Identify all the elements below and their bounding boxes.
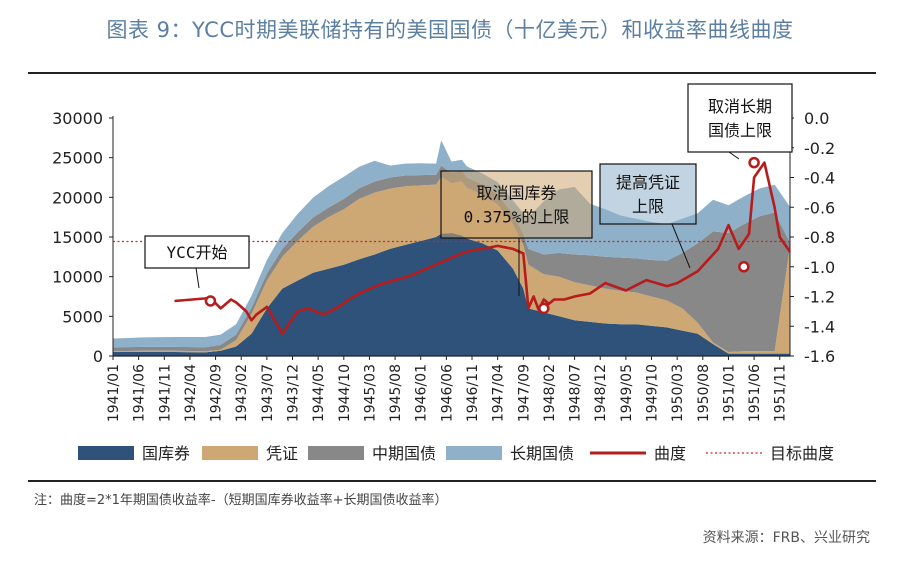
annotation-text: 0.375%的上限 xyxy=(464,208,570,227)
annotation-pointer xyxy=(671,223,691,269)
right-tick-label: -0.6 xyxy=(804,198,835,217)
legend-label-curvature: 曲度 xyxy=(654,444,686,463)
x-tick-label: 1945/08 xyxy=(388,364,404,422)
left-tick-label: 25000 xyxy=(52,149,103,168)
annotation-text: 上限 xyxy=(632,197,664,216)
right-tick-label: -0.8 xyxy=(804,228,835,247)
x-tick-label: 1943/02 xyxy=(234,364,250,422)
x-tick-label: 1951/11 xyxy=(773,364,789,422)
annotation-box xyxy=(599,163,697,225)
x-tick-label: 1944/10 xyxy=(337,364,353,422)
area-long_bonds xyxy=(113,140,790,348)
left-tick-label: 30000 xyxy=(52,109,103,128)
right-tick-label: -0.4 xyxy=(804,169,835,188)
x-tick-label: 1947/04 xyxy=(491,364,507,422)
x-tick-label: 1942/09 xyxy=(209,364,225,422)
legend-label-certificates: 凭证 xyxy=(266,444,298,463)
x-tick-label: 1946/11 xyxy=(465,364,481,422)
area-bills xyxy=(113,233,790,356)
x-tick-label: 1951/06 xyxy=(747,364,763,422)
event-marker xyxy=(204,295,217,307)
x-tick-label: 1944/05 xyxy=(311,364,327,422)
legend-label-mid_bonds: 中期国债 xyxy=(372,444,436,463)
source-note: 资料来源：FRB、兴业研究 xyxy=(702,530,870,546)
x-tick-label: 1951/01 xyxy=(722,364,738,422)
legend-label-target: 目标曲度 xyxy=(770,444,834,463)
right-tick-label: -1.0 xyxy=(804,258,835,277)
x-tick-label: 1941/11 xyxy=(157,364,173,422)
x-tick-label: 1947/09 xyxy=(516,364,532,422)
event-marker xyxy=(738,261,750,273)
annotation-box xyxy=(687,83,793,153)
x-tick-label: 1946/06 xyxy=(439,364,455,422)
x-tick-label: 1946/01 xyxy=(414,364,430,422)
x-tick-label: 1941/01 xyxy=(106,364,122,422)
curvature-line xyxy=(174,161,792,336)
x-tick-label: 1941/06 xyxy=(132,364,148,422)
annotation-text: 取消国库券 xyxy=(476,184,556,203)
left-tick-label: 0 xyxy=(93,347,103,366)
x-tick-label: 1943/12 xyxy=(286,364,302,422)
right-tick-label: -1.6 xyxy=(804,347,835,366)
x-tick-label: 1949/05 xyxy=(619,364,635,422)
right-tick-label: 0.0 xyxy=(804,109,829,128)
bottom-divider xyxy=(28,480,876,482)
formula-note: 注：曲度=2*1年期国债收益率-（短期国库券收益率+长期国债收益率） xyxy=(34,493,448,508)
x-tick-label: 1942/04 xyxy=(183,364,199,422)
left-tick-label: 5000 xyxy=(62,307,103,326)
legend-swatch-long_bonds xyxy=(446,446,502,460)
x-tick-label: 1948/07 xyxy=(568,364,584,422)
annotation-pointer xyxy=(728,151,740,160)
stacked-area-layer xyxy=(113,140,790,356)
annotation-text: 提高凭证 xyxy=(616,173,680,192)
legend-label-bills: 国库券 xyxy=(142,444,190,463)
annotation-box xyxy=(144,235,250,269)
legend-swatch-mid_bonds xyxy=(308,446,364,460)
area-mid_bonds xyxy=(113,165,790,352)
axes-layer: 0 5000 10000 15000 20000 25000 30000 0.0 -0.2 -0.… xyxy=(52,109,835,422)
event-marker xyxy=(538,302,550,315)
x-tick-label: 1950/03 xyxy=(670,364,686,422)
legend-label-long_bonds: 长期国债 xyxy=(510,444,574,463)
x-tick-label: 1950/08 xyxy=(696,364,712,422)
left-tick-label: 20000 xyxy=(52,188,103,207)
annotation-text: 国债上限 xyxy=(708,121,772,140)
x-tick-label: 1948/12 xyxy=(593,364,609,422)
annotation-text: YCC开始 xyxy=(167,243,228,262)
event-marker xyxy=(748,156,760,169)
x-tick-label: 1948/02 xyxy=(542,364,558,422)
x-tick-label: 1943/07 xyxy=(260,364,276,422)
right-tick-label: -1.4 xyxy=(804,317,835,336)
x-tick-label: 1945/03 xyxy=(362,364,378,422)
annotation-pointer xyxy=(195,267,200,289)
left-tick-label: 10000 xyxy=(52,268,103,287)
chart-title: 图表 9：YCC时期美联储持有的美国国债（十亿美元）和收益率曲线曲度 xyxy=(106,18,794,42)
top-divider xyxy=(28,72,876,74)
annotation-text: 取消长期 xyxy=(708,97,772,116)
right-tick-label: -0.2 xyxy=(804,139,835,158)
legend-swatch-bills xyxy=(78,446,134,460)
annotation-box xyxy=(440,170,593,239)
x-tick-label: 1949/10 xyxy=(645,364,661,422)
left-tick-label: 15000 xyxy=(52,228,103,247)
legend-swatch-certificates xyxy=(202,446,258,460)
legend: 国库券 凭证 中期国债 长期国债 曲度 目标曲度 xyxy=(78,444,834,463)
area-certificates xyxy=(113,176,790,354)
right-tick-label: -1.2 xyxy=(804,288,835,307)
